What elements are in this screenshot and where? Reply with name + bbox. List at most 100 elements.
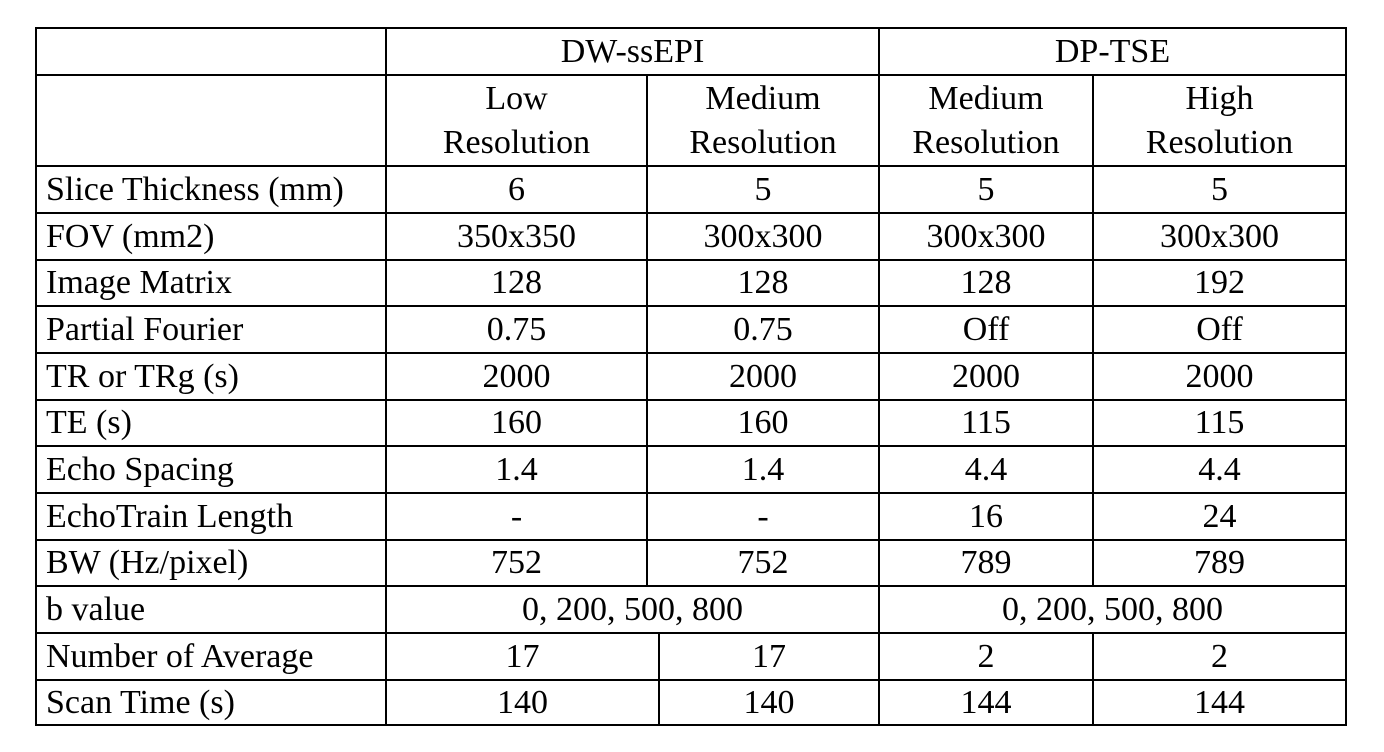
cell-text: 4.4 [964, 450, 1008, 488]
row-label: TR or TRg (s) [35, 352, 387, 401]
cell-text: Slice Thickness (mm) [46, 170, 344, 208]
cell-text: 140 [497, 683, 548, 721]
cell-text: 0, 200, 500, 800 [1002, 590, 1223, 628]
value-cell: 5 [878, 165, 1094, 214]
value-cell: Off [878, 305, 1094, 354]
value-cell: 789 [878, 539, 1094, 587]
cell-text: 2000 [729, 357, 797, 395]
value-cell: 300x300 [1092, 212, 1347, 261]
cell-text: 24 [1202, 497, 1237, 535]
row-label: Echo Spacing [35, 445, 387, 494]
column-header: Medium Resolution [646, 74, 880, 167]
cell-text: 192 [1194, 264, 1245, 301]
cell-text: 0.75 [733, 310, 793, 348]
cell-text: Off [962, 310, 1010, 348]
cell-text: Resolution [1145, 123, 1294, 161]
column-header: Low Resolution [385, 74, 648, 167]
cell-text: TE (s) [46, 404, 132, 441]
cell-text: 115 [961, 404, 1011, 441]
row-label: EchoTrain Length [35, 492, 387, 541]
cell-text: 144 [960, 683, 1012, 721]
value-cell: 0.75 [646, 305, 880, 354]
value-cell: 17 [658, 632, 880, 681]
value-cell: 0, 200, 500, 800 [878, 585, 1347, 634]
value-cell: - [646, 492, 880, 541]
value-cell: 4.4 [878, 445, 1094, 494]
cell-text: Number of Average [46, 637, 314, 675]
value-cell: 0, 200, 500, 800 [385, 585, 880, 634]
value-cell: 5 [1092, 165, 1347, 214]
value-cell: 115 [878, 399, 1094, 447]
value-cell: 2 [1092, 632, 1347, 681]
cell-text: 16 [969, 497, 1003, 535]
value-cell: 128 [385, 259, 648, 307]
value-cell: 789 [1092, 539, 1347, 587]
cell-text: 1.4 [741, 450, 785, 488]
cell-text: 160 [491, 404, 542, 441]
value-cell: 140 [385, 679, 660, 726]
cell-text: 115 [1194, 404, 1245, 441]
row-label: Number of Average [35, 632, 387, 681]
value-cell: 2000 [385, 352, 648, 401]
cell-text: 5 [754, 170, 772, 208]
value-cell: 192 [1092, 259, 1347, 307]
value-cell: 1.4 [385, 445, 648, 494]
column-header: High Resolution [1092, 74, 1347, 167]
cell-text: 2000 [482, 357, 551, 395]
cell-text: 789 [960, 544, 1012, 581]
value-cell: 144 [1092, 679, 1347, 726]
cell-text: 160 [737, 404, 789, 441]
value-cell: - [385, 492, 648, 541]
cell-text: EchoTrain Length [46, 497, 294, 535]
cell-text: 128 [737, 264, 789, 301]
row-label: Slice Thickness (mm) [35, 165, 387, 214]
cell-text: 1.4 [495, 450, 538, 488]
cell-text: 4.4 [1198, 450, 1241, 488]
value-cell: 115 [1092, 399, 1347, 447]
cell-text: 2 [1211, 637, 1228, 675]
group-header: DP-TSE [878, 27, 1347, 76]
value-cell: 128 [646, 259, 880, 307]
cell-text: 2000 [952, 357, 1020, 395]
cell-text: High [1185, 79, 1254, 117]
cell-text: Partial Fourier [46, 310, 244, 348]
cell-text: DP-TSE [1054, 32, 1171, 70]
value-cell: 24 [1092, 492, 1347, 541]
row-label: BW (Hz/pixel) [35, 539, 387, 587]
cell-text: 300x300 [703, 217, 823, 255]
cell-text: Echo Spacing [46, 450, 234, 488]
value-cell: 752 [385, 539, 648, 587]
cell-text: 140 [743, 683, 795, 721]
cell-text: 5 [977, 170, 995, 208]
value-cell: 2 [878, 632, 1094, 681]
cell-text: 300x300 [1160, 217, 1279, 255]
cell-text: TR or TRg (s) [46, 357, 239, 395]
value-cell: 300x300 [646, 212, 880, 261]
value-cell: 128 [878, 259, 1094, 307]
row-label: Image Matrix [35, 259, 387, 307]
cell-text: FOV (mm2) [46, 217, 215, 255]
value-cell: 2000 [1092, 352, 1347, 401]
value-cell: 4.4 [1092, 445, 1347, 494]
cell-text: Resolution [912, 123, 1060, 161]
corner-cell [35, 27, 387, 76]
cell-text: 2 [977, 637, 995, 675]
cell-text: 350x350 [457, 217, 576, 255]
value-cell: 17 [385, 632, 660, 681]
group-header: DW-ssEPI [385, 27, 880, 76]
value-cell: 160 [385, 399, 648, 447]
cell-text: - [757, 497, 769, 535]
cell-text: Scan Time (s) [46, 683, 235, 721]
row-label: b value [35, 585, 387, 634]
value-cell: 350x350 [385, 212, 648, 261]
row-label: Partial Fourier [35, 305, 387, 354]
value-cell: 752 [646, 539, 880, 587]
value-cell: 6 [385, 165, 648, 214]
cell-text: 128 [491, 264, 542, 301]
cell-text: 6 [508, 170, 525, 208]
cell-text: 2000 [1185, 357, 1254, 395]
cell-text: Resolution [442, 123, 591, 161]
cell-text: 789 [1194, 544, 1245, 581]
cell-text: 0.75 [486, 310, 547, 348]
